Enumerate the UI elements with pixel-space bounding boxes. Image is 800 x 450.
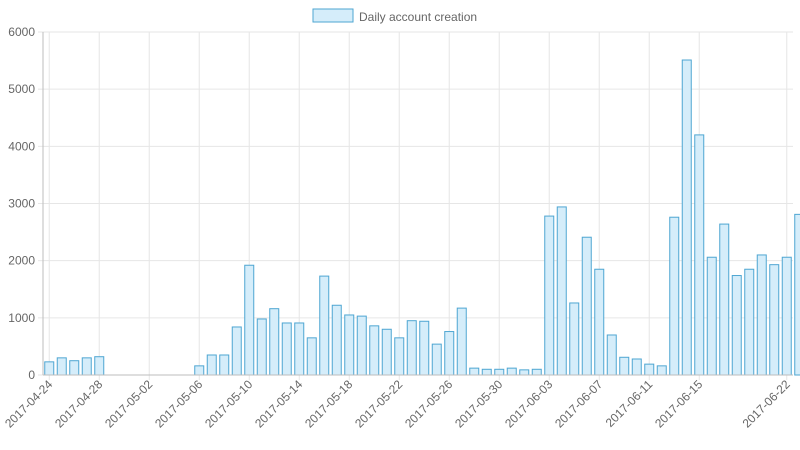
x-tick-label: 2017-05-14: [252, 377, 306, 431]
x-tick-label: 2017-04-28: [52, 377, 106, 431]
bar: [644, 363, 655, 376]
bar: [544, 215, 555, 376]
bar: [494, 368, 505, 376]
bar: [781, 256, 792, 376]
y-tick-label: 6000: [8, 25, 35, 39]
bar: [469, 367, 480, 376]
y-tick-label: 4000: [8, 139, 35, 153]
bar: [369, 325, 380, 376]
x-tick-label: 2017-05-26: [402, 377, 456, 431]
bar: [744, 268, 755, 376]
y-tick-label: 2000: [8, 254, 35, 268]
x-axis-ticks: 2017-04-242017-04-282017-05-022017-05-06…: [2, 375, 793, 431]
bar: [794, 213, 800, 376]
bar: [731, 275, 742, 376]
bar: [194, 365, 205, 376]
bar: [669, 216, 680, 376]
bar: [531, 368, 542, 376]
bar: [506, 367, 517, 376]
x-tick-label: 2017-04-24: [2, 377, 56, 431]
bar: [294, 322, 305, 376]
x-tick-label: 2017-05-18: [302, 377, 356, 431]
x-tick-label: 2017-06-07: [552, 377, 606, 431]
bar: [344, 314, 355, 376]
y-tick-label: 3000: [8, 197, 35, 211]
bar: [69, 360, 80, 376]
y-axis-ticks: 0 1000 2000 3000 4000 5000 6000: [8, 25, 43, 382]
bar: [319, 275, 330, 376]
x-tick-label: 2017-05-30: [452, 377, 506, 431]
grid: [43, 31, 793, 376]
bar: [94, 356, 105, 376]
bar: [706, 256, 717, 376]
bar: [656, 365, 667, 376]
bar: [281, 322, 292, 376]
bar: [569, 302, 580, 376]
bar: [756, 254, 767, 376]
x-tick-label: 2017-06-22: [740, 377, 794, 431]
x-tick-label: 2017-06-03: [502, 377, 556, 431]
bar: [56, 357, 67, 376]
bar: [419, 320, 430, 376]
x-tick-label: 2017-05-22: [352, 377, 406, 431]
x-tick-label: 2017-05-06: [152, 377, 206, 431]
bar: [406, 320, 417, 376]
bar: [244, 264, 255, 376]
bar: [769, 264, 780, 376]
bar: [631, 358, 642, 376]
bar: [594, 268, 605, 376]
x-tick-label: 2017-06-11: [603, 377, 656, 430]
legend-swatch: [312, 8, 354, 23]
bar: [206, 354, 217, 376]
legend[interactable]: Daily account creation: [312, 8, 477, 24]
bars: [44, 59, 800, 376]
legend-label: Daily account creation: [359, 10, 477, 24]
x-tick-label: 2017-06-15: [652, 377, 706, 431]
bar: [394, 337, 405, 376]
bar: [231, 326, 242, 376]
y-tick-label: 5000: [8, 82, 35, 96]
bar: [81, 357, 92, 376]
x-tick-label: 2017-05-10: [202, 377, 256, 431]
bar: [519, 369, 530, 376]
bar: [556, 206, 567, 376]
bar: [719, 223, 730, 376]
bar: [431, 343, 442, 376]
bar: [581, 236, 592, 376]
bar: [44, 361, 55, 376]
bar: [444, 331, 455, 376]
bar: [219, 354, 230, 376]
bar: [306, 337, 317, 376]
bar: [256, 318, 267, 376]
bar: [681, 59, 692, 376]
bar: [331, 304, 342, 376]
bar: [381, 328, 392, 376]
bar: [481, 368, 492, 376]
x-tick-label: 2017-05-02: [102, 377, 156, 431]
bar: [606, 334, 617, 376]
y-tick-label: 0: [28, 368, 35, 382]
bar: [694, 134, 705, 376]
bar: [356, 315, 367, 376]
y-tick-label: 1000: [8, 311, 35, 325]
bar: [619, 356, 630, 376]
bar: [269, 308, 280, 376]
bar: [456, 307, 467, 376]
